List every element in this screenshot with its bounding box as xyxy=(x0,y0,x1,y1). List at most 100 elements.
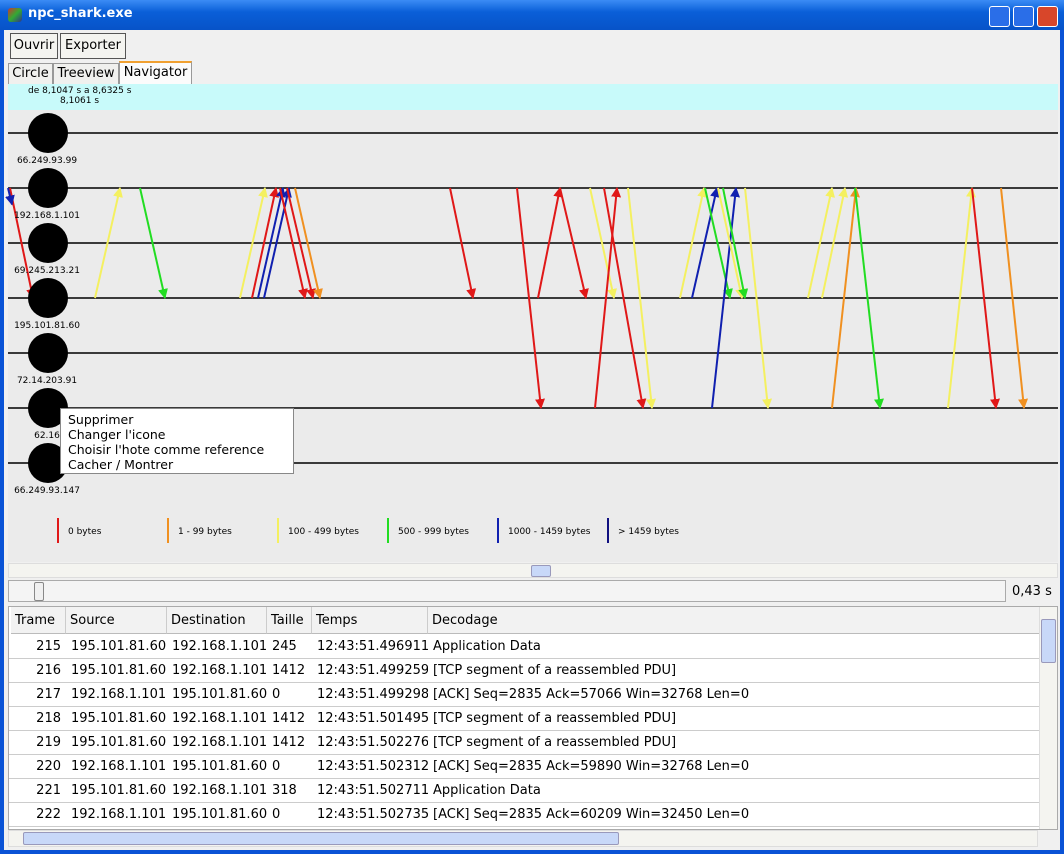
table-cell: [ACK] Seq=2835 Ack=59890 Win=32768 Len=0 xyxy=(433,759,750,774)
packet-arrow xyxy=(516,187,545,409)
timeline-handle[interactable] xyxy=(34,582,44,601)
column-header[interactable]: Decodage xyxy=(428,607,1040,634)
table-cell: 222 xyxy=(36,807,61,822)
packet-arrow xyxy=(831,187,860,409)
packet-arrow xyxy=(9,187,37,299)
packet-arrow xyxy=(854,187,884,409)
table-cell: 215 xyxy=(36,639,61,654)
scroll-thumb[interactable] xyxy=(23,832,619,845)
packet-arrow xyxy=(744,187,773,409)
table-cell: [TCP segment of a reassembled PDU] xyxy=(433,711,677,726)
tab[interactable]: Circle xyxy=(8,63,53,84)
duration-label: 0,43 s xyxy=(1012,584,1052,599)
host-label: 195.101.81.60 xyxy=(14,321,80,331)
packet-table: Trame Source Destination Taille Temps Decodag… xyxy=(8,606,1058,830)
host-node xyxy=(28,443,68,483)
menu-item[interactable]: Choisir l'hote comme reference xyxy=(68,442,265,457)
menu-item[interactable]: Cacher / Montrer xyxy=(68,457,174,472)
time-range: de 8,1047 s a 8,6325 s xyxy=(28,86,132,96)
time-bar xyxy=(8,84,1058,110)
packet-arrow xyxy=(807,187,835,299)
table-cell: [ACK] Seq=2835 Ack=60209 Win=32450 Len=0 xyxy=(433,807,750,822)
table-row[interactable]: 215 195.101.81.60 192.168.1.101 245 12:43:51… xyxy=(9,635,1039,659)
scroll-thumb[interactable] xyxy=(531,565,551,577)
host-label: 192.168.1.101 xyxy=(14,211,80,221)
column-header[interactable]: Trame xyxy=(11,607,66,634)
table-row[interactable]: 218 195.101.81.60 192.168.1.101 1412 12:43:5… xyxy=(9,707,1039,731)
table-cell: 192.168.1.101 xyxy=(172,639,267,654)
table-row[interactable]: 216 195.101.81.60 192.168.1.101 1412 12:43:5… xyxy=(9,659,1039,683)
legend-label: > 1459 bytes xyxy=(618,527,679,537)
host-node xyxy=(28,113,68,153)
packet-arrow xyxy=(537,187,564,299)
packet-arrow xyxy=(947,187,976,409)
packet-arrow xyxy=(251,187,279,299)
table-cell: 219 xyxy=(36,735,61,750)
table-cell: 0 xyxy=(272,807,281,822)
table-cell: 192.168.1.101 xyxy=(71,759,167,774)
host-label: 66.249.93.147 xyxy=(14,486,80,496)
table-cell: Application Data xyxy=(433,783,541,798)
table-cell: 192.168.1.101 xyxy=(172,711,267,726)
table-row[interactable]: 219 195.101.81.60 192.168.1.101 1412 12:43:5… xyxy=(9,731,1039,755)
packet-arrow xyxy=(691,187,720,299)
maximize-button[interactable] xyxy=(1013,6,1034,27)
table-cell: 195.101.81.60 xyxy=(71,711,167,726)
context-menu: Supprimer Changer l'icone Choisir l'hote c… xyxy=(60,408,294,474)
packet-arrow xyxy=(589,187,617,299)
packet-arrow xyxy=(627,187,656,409)
toolbar-button[interactable]: Ouvrir xyxy=(10,33,58,59)
table-row[interactable]: 220 192.168.1.101 195.101.81.60 0 12:43:51.5… xyxy=(9,755,1039,779)
packet-arrow xyxy=(594,187,622,409)
navigator: de 8,1047 s a 8,6325 s8,1061 s 66.249.93.… xyxy=(5,84,1058,562)
table-cell: 12:43:51.499298 xyxy=(317,687,428,702)
table-cell: 12:43:51.502312 xyxy=(317,759,428,774)
tab[interactable]: Treeview xyxy=(53,63,119,84)
table-cell: 1412 xyxy=(272,711,306,726)
host-node xyxy=(28,278,68,318)
menu-item[interactable]: Changer l'icone xyxy=(68,427,166,442)
table-cell: 245 xyxy=(272,639,297,654)
table-cell: 195.101.81.60 xyxy=(71,663,167,678)
packet-arrow xyxy=(971,187,1000,409)
table-row[interactable]: 222 192.168.1.101 195.101.81.60 0 12:43:51.5… xyxy=(9,803,1039,827)
table-cell: 192.168.1.101 xyxy=(71,687,167,702)
h-scrollbar xyxy=(8,563,1058,578)
title-bar: npc_shark.exe xyxy=(0,0,1064,30)
column-header[interactable]: Temps xyxy=(312,607,428,634)
column-header[interactable]: Source xyxy=(66,607,167,634)
table-row[interactable]: 221 195.101.81.60 192.168.1.101 318 12:43:51… xyxy=(9,779,1039,803)
table-cell: [TCP segment of a reassembled PDU] xyxy=(433,663,677,678)
table-cell: 318 xyxy=(272,783,297,798)
tab[interactable]: Navigator xyxy=(119,61,192,84)
menu-item[interactable]: Supprimer xyxy=(68,412,134,427)
minimize-button[interactable] xyxy=(989,6,1010,27)
toolbar-button[interactable]: Exporter xyxy=(60,33,126,59)
legend-label: 500 - 999 bytes xyxy=(398,527,469,537)
table-row[interactable]: 217 192.168.1.101 195.101.81.60 0 12:43:51.4… xyxy=(9,683,1039,707)
table-cell: 195.101.81.60 xyxy=(172,759,267,774)
host-label: 69.245.213.21 xyxy=(14,266,80,276)
packet-arrow xyxy=(603,187,647,409)
h-scrollbar xyxy=(8,830,1038,847)
host-node xyxy=(28,333,68,373)
table-cell: 192.168.1.101 xyxy=(172,783,267,798)
close-button[interactable] xyxy=(1037,6,1058,27)
packet-arrow xyxy=(449,187,477,299)
table-cell: 12:43:51.499259 xyxy=(317,663,428,678)
host-label: 66.249.93.99 xyxy=(17,156,77,166)
window-title: npc_shark.exe xyxy=(28,6,133,21)
table-cell: 195.101.81.60 xyxy=(172,807,267,822)
packet-arrow xyxy=(717,187,745,299)
column-header[interactable]: Taille xyxy=(267,607,312,634)
scroll-thumb[interactable] xyxy=(1041,619,1056,663)
time-cursor: 8,1061 s xyxy=(60,96,99,106)
column-header[interactable]: Destination xyxy=(167,607,267,634)
v-scrollbar xyxy=(1039,607,1057,829)
packet-arrow xyxy=(239,187,268,299)
navigator-background xyxy=(8,84,1058,562)
table-cell: 12:43:51.501495 xyxy=(317,711,428,726)
table-cell: 216 xyxy=(36,663,61,678)
table-cell: 192.168.1.101 xyxy=(172,735,267,750)
